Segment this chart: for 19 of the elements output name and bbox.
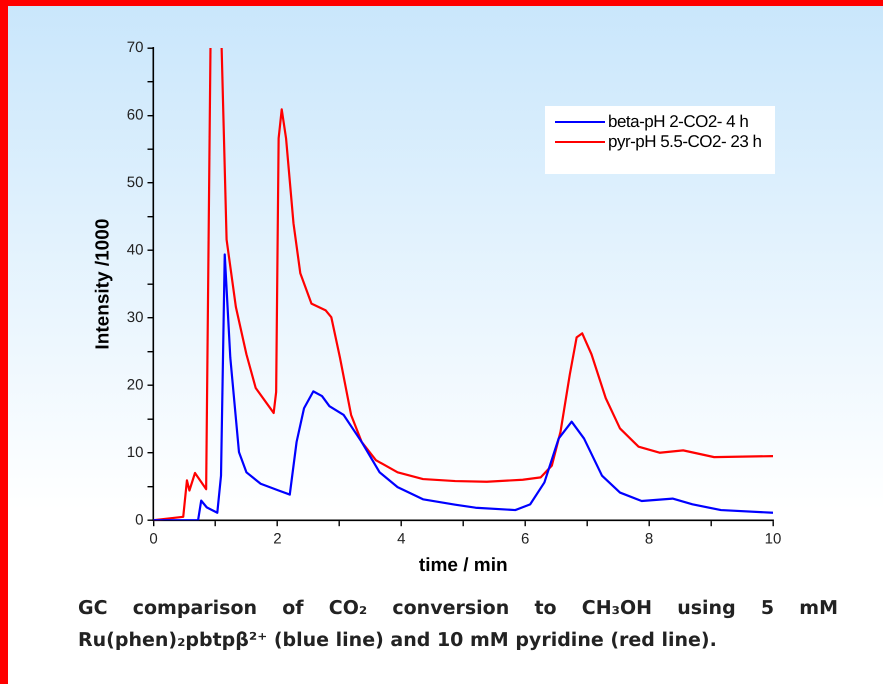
text: GC comparison of CO₂ conversion to CH₃OH using 5 mM Ru(phen)₂pbtpβ²⁺ (blue line) and 10 mM pyridine (red line).: [78, 596, 838, 653]
y-tick-label: 20: [126, 376, 144, 394]
y-tick-label: 60: [126, 106, 144, 124]
x-tick-label: 2: [273, 530, 282, 548]
y-tick-label: 10: [126, 444, 144, 461]
x-tick-label: 8: [644, 530, 654, 548]
y-tick-label: 0: [135, 511, 144, 528]
x-tick-label: 6: [521, 530, 530, 548]
x-axis-title: time / min: [418, 554, 508, 576]
y-tick-label: 30: [126, 308, 144, 326]
legend-label: beta-pH 2-CO2- 4 h: [608, 112, 748, 132]
y-tick-label: 70: [126, 39, 144, 56]
x-tick-label: 4: [397, 530, 406, 548]
x-tick-label: 0: [149, 530, 158, 548]
legend-label: pyr-pH 5.5-CO2- 23 h: [608, 132, 762, 152]
y-tick-label: 40: [126, 242, 144, 259]
y-tick-label: 50: [126, 174, 144, 192]
y-axis-title: Intensity /1000: [92, 218, 114, 350]
x-tick-label: 10: [764, 530, 782, 548]
